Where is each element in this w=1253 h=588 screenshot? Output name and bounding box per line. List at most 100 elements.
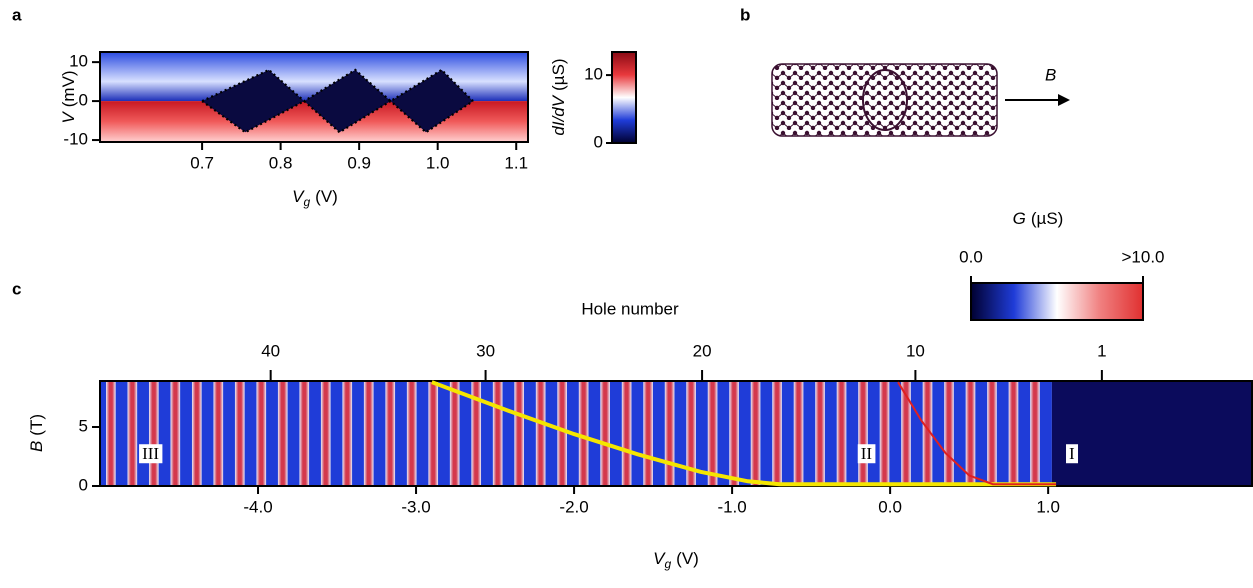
heatmap-stripe bbox=[514, 381, 525, 486]
colorbar-tick-label: >10.0 bbox=[1121, 247, 1164, 266]
heatmap-stripe bbox=[643, 381, 653, 486]
y-tick-label: -10 bbox=[63, 130, 88, 149]
x-axis-label: Vg (V) bbox=[292, 187, 338, 209]
label-symbol: V bbox=[653, 549, 666, 568]
x-tick-label: 1.0 bbox=[426, 153, 450, 172]
heatmap-stripe bbox=[621, 381, 632, 486]
nanotube bbox=[771, 63, 998, 137]
panel-label: c bbox=[12, 279, 21, 298]
heatmap-stripe bbox=[729, 381, 739, 486]
heatmap-stripe bbox=[965, 381, 976, 486]
colorbar bbox=[970, 282, 1144, 321]
label-symbol: G bbox=[1013, 209, 1026, 228]
heatmap-region bbox=[1051, 381, 1252, 486]
region-label-box bbox=[139, 444, 163, 464]
label-unit: (T) bbox=[27, 414, 46, 436]
curve bbox=[201, 68, 474, 103]
x-tick-label: -4.0 bbox=[243, 497, 272, 516]
heatmap-stripe bbox=[363, 381, 374, 486]
heatmap-stripe bbox=[1008, 381, 1019, 486]
y-tick-label: 5 bbox=[79, 416, 88, 435]
heatmap-stripe bbox=[578, 381, 589, 486]
top-tick-label: 20 bbox=[693, 341, 712, 360]
heatmap-stripe bbox=[471, 381, 482, 486]
label-symbol: V bbox=[59, 111, 78, 124]
heatmap-stripe bbox=[858, 381, 868, 486]
top-tick-label: 1 bbox=[1097, 341, 1106, 360]
top-tick-label: 30 bbox=[476, 341, 495, 360]
heatmap-stripe bbox=[213, 381, 224, 486]
x-tick-label: 0.9 bbox=[347, 153, 371, 172]
y-tick-label: 10 bbox=[69, 52, 88, 71]
heatmap-stripe bbox=[772, 381, 782, 486]
heatmap-stripe bbox=[148, 381, 159, 486]
label-symbol: B bbox=[27, 441, 46, 452]
region-label: I bbox=[1069, 444, 1075, 463]
heatmap-stripe bbox=[600, 381, 610, 486]
x-tick-label: 0.7 bbox=[190, 153, 214, 172]
region-label-box bbox=[1066, 444, 1079, 464]
colorbar-tick-label: 0 bbox=[594, 132, 603, 151]
heatmap-stripe bbox=[170, 381, 181, 486]
x-tick-label: 1.1 bbox=[504, 153, 528, 172]
y-axis-label: V (mV) bbox=[59, 70, 78, 123]
coulomb-diamond bbox=[390, 69, 474, 133]
heatmap-stripe bbox=[299, 381, 310, 486]
label-unit: (V) bbox=[676, 549, 699, 568]
heatmap-stripe bbox=[922, 381, 933, 486]
heatmap-stripe bbox=[406, 381, 417, 486]
heatmap-stripe bbox=[707, 381, 718, 486]
heatmap-stripe bbox=[320, 381, 331, 486]
heatmap-stripe bbox=[106, 381, 116, 486]
x-axis-label: Vg (V) bbox=[653, 549, 699, 571]
x-tick-label: -3.0 bbox=[401, 497, 430, 516]
heatmap-stripe bbox=[686, 381, 696, 486]
y-tick-label: 0 bbox=[79, 475, 88, 494]
heatmap-stripe bbox=[428, 381, 439, 486]
heatmap-stripe bbox=[750, 381, 761, 486]
region-label: III bbox=[142, 444, 159, 463]
plot-frame bbox=[99, 380, 1253, 487]
x-tick-label: -2.0 bbox=[559, 497, 588, 516]
field-label: B bbox=[1045, 65, 1056, 84]
top-axis-label: Hole number bbox=[581, 299, 679, 318]
y-axis-label: B (T) bbox=[27, 414, 46, 452]
top-tick-label: 10 bbox=[906, 341, 925, 360]
curve bbox=[431, 380, 1057, 487]
x-tick-label: 0.8 bbox=[269, 153, 293, 172]
label-subscript: g bbox=[664, 557, 671, 571]
label-unit: (mV) bbox=[59, 70, 78, 107]
heatmap-stripe bbox=[256, 381, 267, 486]
panel-label: b bbox=[740, 5, 750, 24]
x-tick-label: 1.0 bbox=[1036, 497, 1060, 516]
colorbar bbox=[611, 51, 637, 144]
heatmap-stripe bbox=[385, 381, 396, 486]
coulomb-diamond bbox=[304, 69, 391, 133]
heatmap-stripe bbox=[815, 381, 825, 486]
heatmap-stripe bbox=[944, 381, 954, 486]
heatmap-stripe bbox=[234, 381, 245, 486]
colorbar-tick-label: 0.0 bbox=[959, 247, 983, 266]
arrow-head bbox=[1058, 94, 1070, 106]
heatmap-stripe bbox=[879, 381, 890, 486]
region-label: II bbox=[861, 444, 873, 463]
label-unit: (µS) bbox=[549, 58, 568, 90]
heatmap-stripe bbox=[664, 381, 675, 486]
heatmap-stripe bbox=[1030, 381, 1040, 486]
region-label-box bbox=[857, 444, 876, 464]
heatmap-stripe bbox=[342, 381, 353, 486]
label-subscript: g bbox=[303, 195, 310, 209]
heatmap-stripe bbox=[793, 381, 804, 486]
panel-label: a bbox=[12, 5, 22, 24]
plot-frame bbox=[99, 51, 529, 143]
heatmap-stripe bbox=[127, 381, 138, 486]
label-unit: (V) bbox=[315, 187, 338, 206]
heatmap-stripe bbox=[901, 381, 911, 486]
heatmap-stripe bbox=[191, 381, 202, 486]
y-tick-label: 0 bbox=[79, 91, 88, 110]
heatmap bbox=[100, 52, 528, 142]
x-tick-label: 0.0 bbox=[878, 497, 902, 516]
top-tick-label: 40 bbox=[261, 341, 280, 360]
heatmap-stripe bbox=[987, 381, 997, 486]
